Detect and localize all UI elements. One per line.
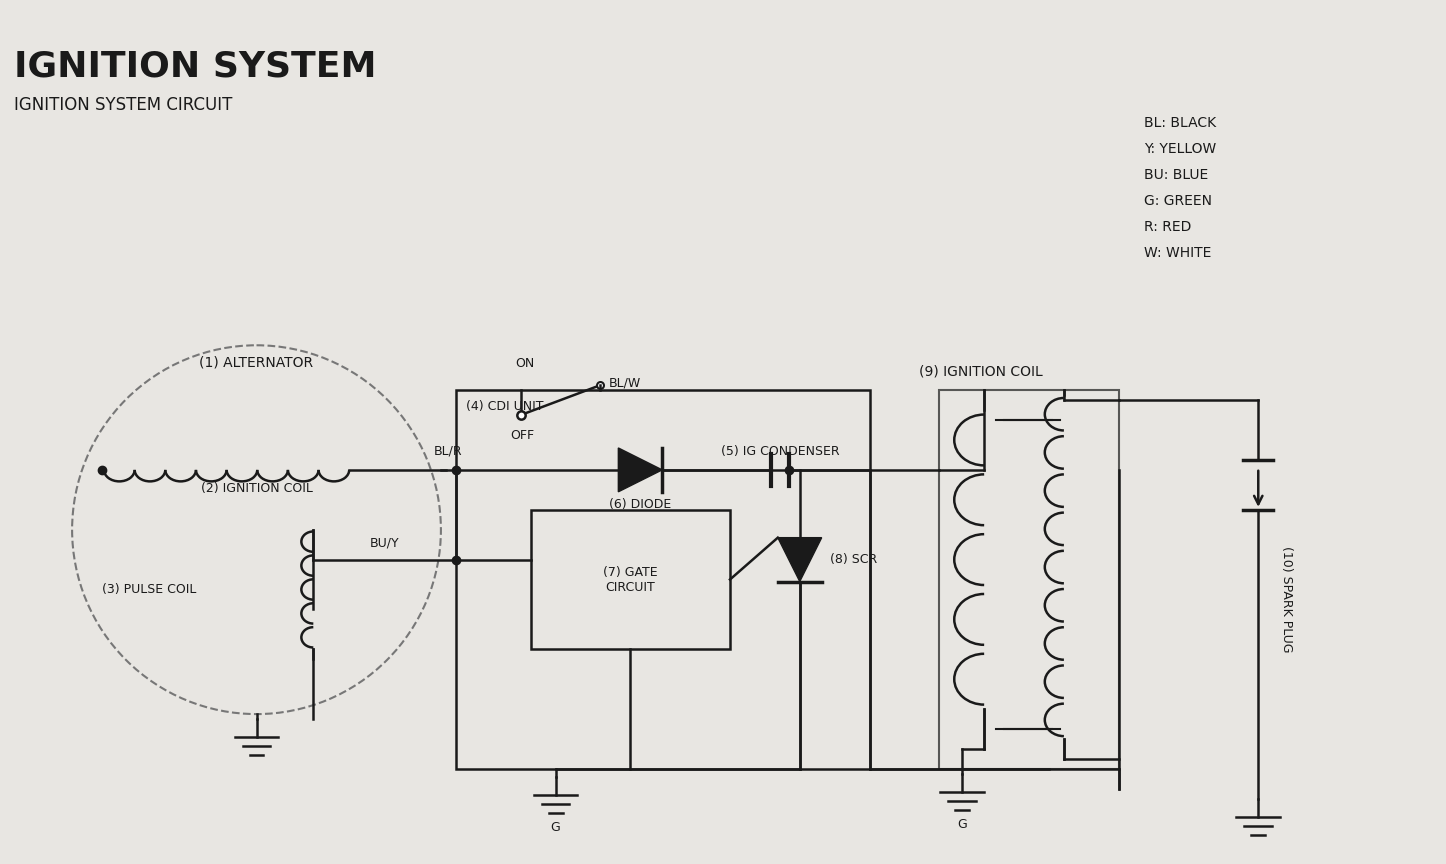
Bar	[531, 510, 730, 650]
Text: (4) CDI UNIT: (4) CDI UNIT	[466, 400, 544, 413]
Bar	[940, 391, 1119, 769]
Text: ON: ON	[516, 357, 535, 370]
Text: IGNITION SYSTEM CIRCUIT: IGNITION SYSTEM CIRCUIT	[14, 96, 233, 114]
Text: W: WHITE: W: WHITE	[1144, 245, 1210, 259]
Text: (10) SPARK PLUG: (10) SPARK PLUG	[1280, 546, 1293, 652]
Polygon shape	[619, 448, 662, 492]
Text: Y: YELLOW: Y: YELLOW	[1144, 142, 1216, 156]
Text: (3) PULSE COIL: (3) PULSE COIL	[103, 583, 197, 596]
Text: (8) SCR: (8) SCR	[830, 553, 876, 566]
Polygon shape	[778, 537, 821, 581]
Text: (9) IGNITION COIL: (9) IGNITION COIL	[920, 364, 1043, 378]
Text: BU/Y: BU/Y	[370, 537, 399, 550]
Text: (6) DIODE: (6) DIODE	[609, 498, 671, 511]
Text: (5) IG CONDENSER: (5) IG CONDENSER	[720, 445, 839, 458]
Text: IGNITION SYSTEM: IGNITION SYSTEM	[14, 49, 377, 83]
Text: (7) GATE
CIRCUIT: (7) GATE CIRCUIT	[603, 566, 658, 594]
Text: BL/R: BL/R	[434, 445, 463, 458]
Text: BL/W: BL/W	[609, 377, 641, 390]
Text: (1) ALTERNATOR: (1) ALTERNATOR	[200, 355, 314, 369]
Text: (2) IGNITION COIL: (2) IGNITION COIL	[201, 482, 312, 495]
Text: OFF: OFF	[510, 429, 535, 442]
Bar	[455, 391, 869, 769]
Text: G: GREEN: G: GREEN	[1144, 194, 1212, 207]
Text: R: RED: R: RED	[1144, 219, 1192, 233]
Text: G: G	[957, 817, 966, 831]
Text: BL: BLACK: BL: BLACK	[1144, 116, 1216, 130]
Text: BU: BLUE: BU: BLUE	[1144, 168, 1207, 181]
Text: G: G	[551, 821, 561, 834]
